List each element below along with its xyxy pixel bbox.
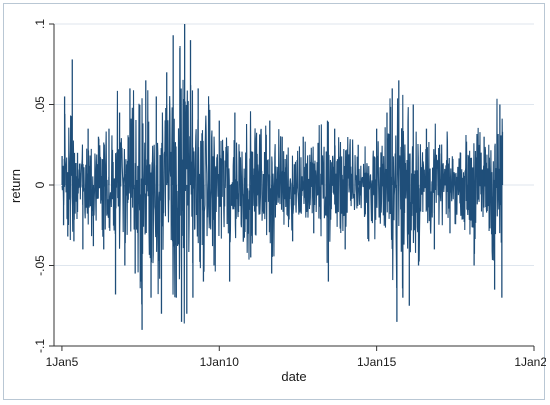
y-tick-label: 0 (33, 181, 47, 188)
y-tick-label: .1 (33, 19, 47, 29)
x-tick-label: 1Jan5 (46, 355, 79, 369)
y-tick-label: -.1 (33, 339, 47, 353)
x-tick-label: 1Jan20 (514, 355, 546, 369)
y-tick-label: -.05 (33, 255, 47, 276)
return-time-series-chart: -.1 -.05 0 .05 .1 1Jan5 1Jan10 1Jan15 1Jan20 dat… (8, 19, 546, 384)
y-axis-title: return (8, 169, 23, 203)
plot-frame: -.1 -.05 0 .05 .1 1Jan5 1Jan10 1Jan15 1Jan20 dat… (3, 3, 546, 400)
y-tick-label: .05 (33, 96, 47, 113)
x-axis-title: date (281, 369, 306, 384)
x-tick-label: 1Jan10 (200, 355, 240, 369)
x-tick-label: 1Jan15 (357, 355, 397, 369)
